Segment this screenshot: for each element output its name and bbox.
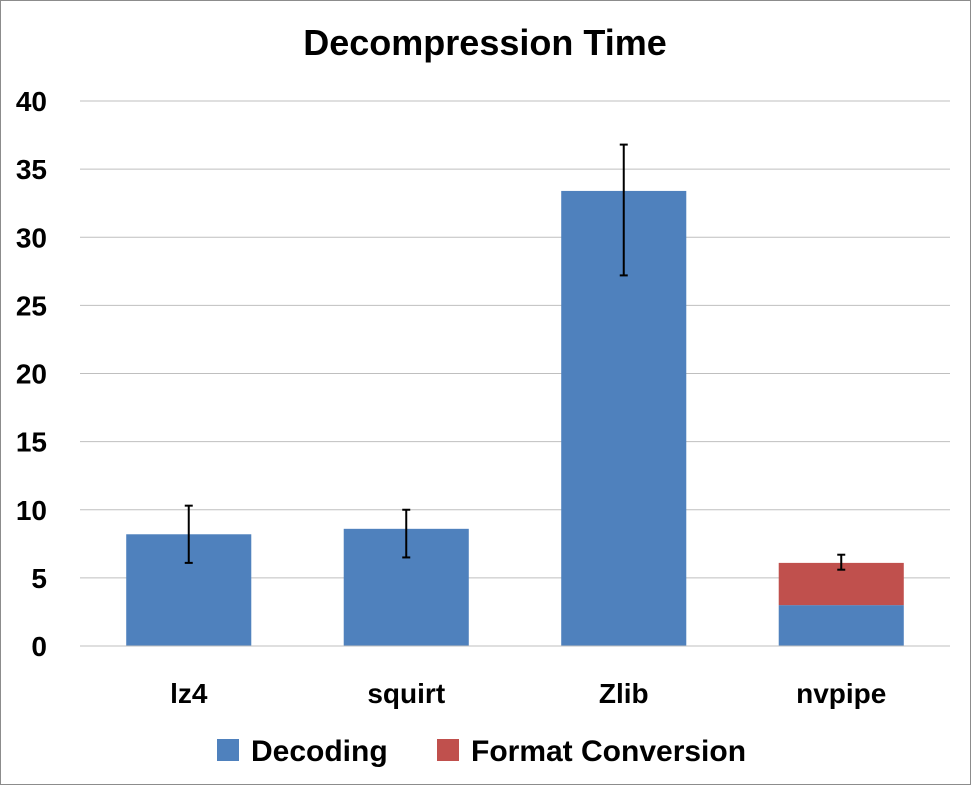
y-tick-label: 30 [16,222,47,253]
bar-nvpipe-decoding [778,605,904,646]
y-tick-label: 40 [16,86,47,117]
x-category-label: squirt [367,678,445,709]
x-category-label: nvpipe [796,678,886,709]
x-category-label: Zlib [599,678,649,709]
legend-label: Format Conversion [471,735,746,768]
legend: Decoding Format Conversion [217,735,746,768]
error-bar-nvpipe [837,553,846,571]
y-tick-label: 10 [16,495,47,526]
y-tick-label: 5 [31,563,47,594]
error-bar-squirt [402,508,411,559]
legend-label: Decoding [251,735,388,768]
y-tick-label: 20 [16,359,47,390]
y-tick-label: 15 [16,427,47,458]
legend-swatch-decoding [217,739,239,761]
y-tick-label: 35 [16,154,47,185]
legend-swatch-format-conversion [437,739,459,761]
y-axis-ticks: 0 5 10 15 20 25 30 35 40 [16,86,47,662]
gridlines [80,100,950,579]
error-bar-lz4 [184,504,193,564]
x-axis-categories: lz4 squirt Zlib nvpipe [170,678,886,709]
x-category-label: lz4 [170,678,208,709]
error-bar-Zlib [619,143,628,277]
y-tick-label: 25 [16,290,47,321]
error-bars [184,143,846,571]
chart-title: Decompression Time [303,22,666,63]
y-tick-label: 0 [31,631,47,662]
